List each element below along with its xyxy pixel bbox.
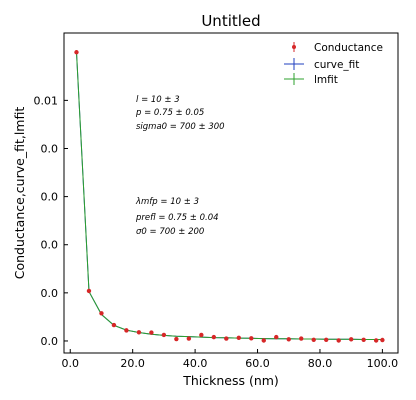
x-tick-label: 60.0 xyxy=(245,357,270,370)
x-axis-label: Thickness (nm) xyxy=(182,373,279,388)
series-line-curve-fit xyxy=(76,52,383,340)
y-tick-label: 0.0 xyxy=(41,335,59,348)
y-tick-label: 0.0 xyxy=(41,287,59,300)
data-point-conductance xyxy=(336,338,341,343)
curve-fit-annotation: l = 10 ± 3 p = 0.75 ± 0.05 sigma0 = 700 … xyxy=(135,95,225,132)
lmfit-param-lambda: λmfp = 10 ± 3 xyxy=(135,197,199,207)
data-point-conductance xyxy=(249,336,254,341)
lmfit-param-sigma: σ0 = 700 ± 200 xyxy=(136,227,204,237)
legend-item-curve-fit: curve_fit xyxy=(284,58,359,71)
data-point-conductance xyxy=(199,332,204,338)
data-point-conductance xyxy=(286,337,291,342)
data-point-conductance xyxy=(174,336,179,342)
x-axis-ticks: 0.0 20.0 40.0 60.0 80.0 100.0 xyxy=(61,349,398,370)
legend-marker-conductance xyxy=(292,45,296,49)
y-tick-label: 0.0 xyxy=(41,142,59,155)
legend-item-conductance: Conductance xyxy=(292,42,383,54)
data-point-conductance xyxy=(124,328,129,333)
data-point-conductance xyxy=(373,338,379,343)
data-point-conductance xyxy=(361,337,366,342)
data-point-conductance xyxy=(111,322,117,328)
series-layer xyxy=(74,50,385,343)
curve-fit-param-sigma: sigma0 = 700 ± 300 xyxy=(136,122,225,132)
y-axis-label: Conductance,curve_fit,lmfit xyxy=(12,107,27,280)
data-point-conductance xyxy=(261,338,266,343)
data-point-conductance xyxy=(380,337,385,343)
y-axis-ticks: 0.0 0.0 0.0 0.0 0.0 0.01 xyxy=(34,94,68,348)
x-tick-label: 80.0 xyxy=(308,357,333,370)
data-point-conductance xyxy=(311,337,316,342)
legend-label-conductance: Conductance xyxy=(314,42,383,54)
data-point-conductance xyxy=(224,336,229,341)
data-point-conductance xyxy=(324,337,329,342)
x-tick-label: 20.0 xyxy=(120,357,145,370)
data-point-conductance xyxy=(136,330,142,335)
data-point-conductance xyxy=(186,336,192,341)
data-point-conductance xyxy=(348,337,354,342)
legend-label-curve-fit: curve_fit xyxy=(314,59,359,71)
data-point-conductance xyxy=(299,336,304,341)
data-point-conductance xyxy=(99,311,104,316)
data-point-conductance xyxy=(211,334,217,340)
chart-title: Untitled xyxy=(201,12,260,30)
curve-fit-param-l: l = 10 ± 3 xyxy=(136,95,180,105)
x-tick-label: 100.0 xyxy=(367,357,399,370)
data-point-conductance xyxy=(236,335,242,341)
curve-fit-param-p: p = 0.75 ± 0.05 xyxy=(135,108,204,118)
legend-label-lmfit: lmfit xyxy=(314,74,338,86)
series-line-lmfit xyxy=(76,52,383,340)
data-point-conductance xyxy=(86,288,92,294)
y-tick-label: 0.0 xyxy=(41,239,59,252)
y-tick-label: 0.0 xyxy=(41,191,59,204)
lmfit-param-p: prefl = 0.75 ± 0.04 xyxy=(135,213,219,223)
x-tick-label: 0.0 xyxy=(61,357,79,370)
data-point-conductance xyxy=(161,332,167,338)
data-point-conductance xyxy=(274,334,279,340)
plot-frame xyxy=(63,32,399,354)
legend-item-lmfit: lmfit xyxy=(284,73,338,86)
x-tick-label: 40.0 xyxy=(183,357,208,370)
y-tick-label: 0.01 xyxy=(34,94,59,107)
lmfit-annotation: λmfp = 10 ± 3 prefl = 0.75 ± 0.04 σ0 = 7… xyxy=(135,197,219,237)
data-point-conductance xyxy=(74,50,79,55)
data-point-conductance xyxy=(149,330,154,335)
legend: Conductance curve_fit lmfit xyxy=(284,42,383,86)
